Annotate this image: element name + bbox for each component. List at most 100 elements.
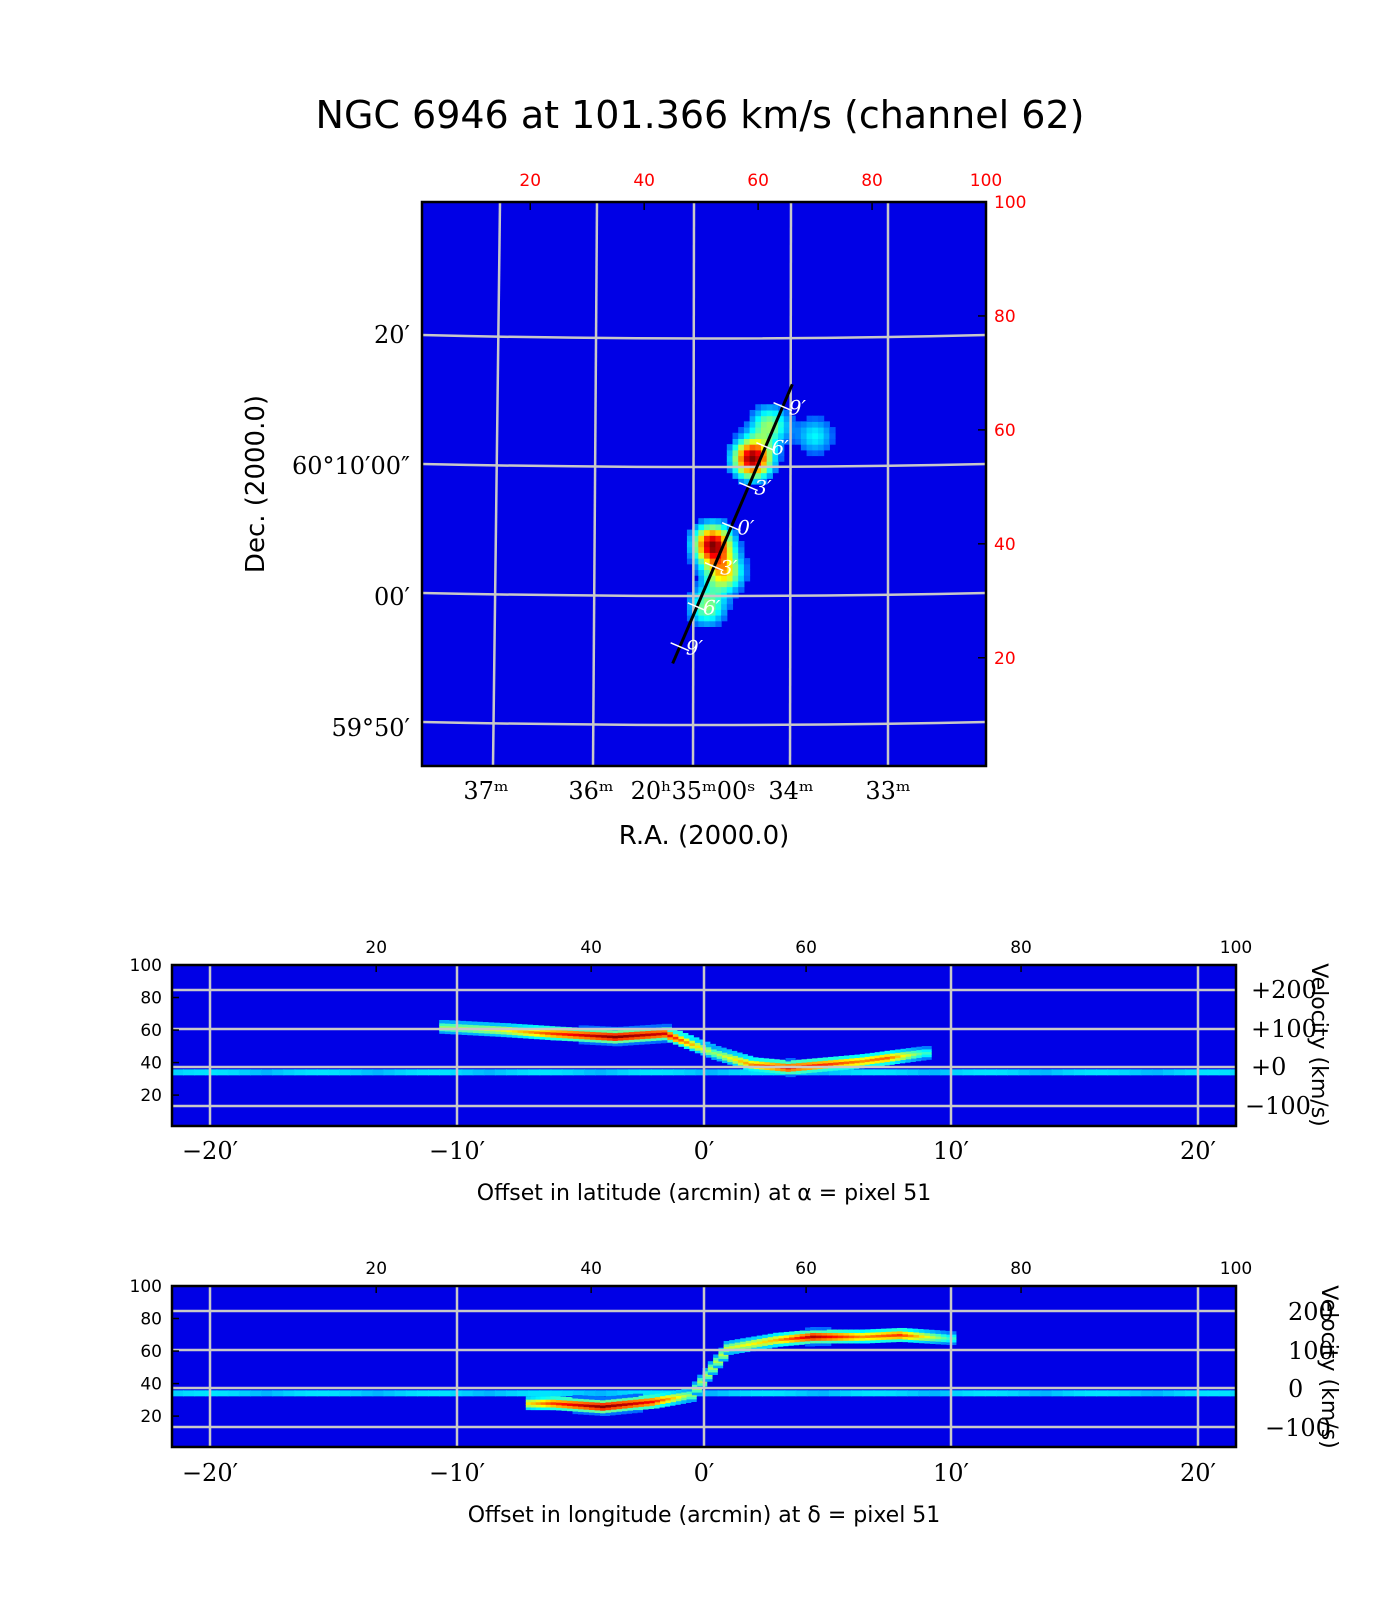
pv-ridge-cell [734,1346,745,1351]
heatmap-cell [743,438,751,445]
pv-ridge-cell [654,1404,665,1408]
pv-ridge-cell [600,1396,611,1401]
pv-ridge-cell [611,1406,622,1410]
pv-ridge-cell [654,1393,665,1398]
pv-ridge-cell [854,1059,865,1064]
pv-ridge-cell [627,1404,638,1409]
pv-ridge-cell [891,1338,902,1343]
pv-ridge-cell [801,1069,812,1074]
pv-ridge-cell [810,1342,821,1347]
pv-ridge-cell [799,1333,810,1337]
heatmap-cell [817,415,825,422]
pv-ridge-cell [721,1059,732,1064]
pv-ridge-cell [905,1058,916,1062]
pv-continuum-cell [439,1069,452,1076]
heatmap-cell [766,421,773,428]
pv-continuum-cell [929,1069,942,1076]
pv-ridge-cell [512,1029,523,1033]
pv-continuum-cell [817,1069,830,1076]
pv-ridge-cell [713,1359,724,1364]
heatmap-cell [686,535,694,542]
pv-ridge-cell [584,1033,595,1037]
pv-ridge-cell [889,1055,900,1059]
heatmap-cell [704,615,711,622]
pv-ridge-cell [794,1331,805,1335]
pv-ridge-cell [707,1366,718,1370]
pv-continuum-cell [828,1390,841,1397]
pv-ridge-cell [694,1049,705,1054]
pv-ridge-cell [713,1354,724,1358]
pv-ridge-cell [467,1024,478,1028]
heatmap-cell [732,432,739,439]
pv-ridge-cell [721,1051,732,1056]
pv-ridge-cell [456,1023,467,1027]
pv-ridge-cell [875,1334,886,1338]
pv-lon-velocity-tick-m100: −100 [1265,1414,1331,1442]
pv-ridge-cell [456,1020,467,1025]
pv-ridge-cell [616,1405,627,1410]
pv-ridge-cell [778,1340,789,1344]
pv-ridge-cell [495,1030,506,1035]
heatmap-cell [743,558,751,565]
pv-ridge-cell [672,1030,683,1035]
heatmap-cell [760,478,768,485]
pv-ridge-cell [859,1332,870,1336]
pv-continuum-cell [984,1390,997,1397]
pv-continuum-cell [539,1069,552,1076]
pv-continuum-cell [416,1069,429,1076]
heatmap-cell [738,558,745,565]
pv-ridge-cell [649,1399,660,1404]
pv-ridge-cell [612,1034,623,1039]
pv-ridge-cell [794,1341,805,1345]
pv-ridge-cell [686,1388,697,1392]
pv-ridge-cell [472,1029,483,1033]
pv-continuum-cell [639,1390,652,1397]
pv-ridge-cell [700,1046,711,1051]
pv-ridge-cell [821,1337,832,1341]
pv-ridge-cell [859,1329,870,1334]
heatmap-cell [806,438,813,445]
heatmap-cell [755,409,762,417]
pv-ridge-cell [670,1393,681,1397]
heatmap-cell [692,523,699,531]
pv-ridge-cell [859,1340,870,1344]
pv-ridge-cell [689,1042,700,1046]
pv-latitude-ticks: 20 40 60 80 100 20 40 60 80 100 [130,938,1253,1106]
pv-ridge-cell [583,1398,594,1402]
pv-ridge-cell [572,1402,583,1407]
pv-continuum-cell [227,1069,240,1076]
pv-continuum-cell [583,1069,596,1076]
pv-ridge-cell [616,1397,627,1402]
heatmap-cell [732,449,739,457]
heatmap-cell [795,432,802,439]
pv-ridge-cell [572,1395,583,1399]
heatmap-cell [715,580,722,588]
heatmap-cell [829,432,836,439]
pv-ridge-cell [578,1405,589,1410]
heatmap-cell [806,415,813,422]
pv-ridge-cell [645,1024,656,1029]
pv-lat-velocity-tick-m100: −100 [1245,1092,1311,1120]
pv-ridge-cell [799,1335,810,1340]
heatmap-cell [686,540,694,548]
pv-continuum-cell [261,1390,274,1397]
heatmap-cell [698,580,705,588]
pv-ridge-cell [799,1330,810,1334]
pv-ridge-cell [828,1062,839,1066]
pv-ridge-cell [753,1057,764,1062]
pv-ridge-cell [756,1340,767,1345]
heatmap-cell [738,563,745,571]
pv-ridge-cell [743,1058,754,1062]
pv-ridge-cell [854,1054,865,1059]
pv-ridge-cell [623,1031,634,1036]
pv-continuum-cell [561,1069,574,1076]
pv-ridge-cell [756,1335,767,1339]
pv-ridge-cell [528,1035,539,1039]
pv-ridge-cell [545,1028,556,1033]
pv-longitude-frame [170,1284,1238,1449]
pv-ridge-cell [681,1391,692,1396]
pv-ridge-cell [550,1396,561,1400]
pv-ridge-cell [865,1339,876,1344]
pv-ridge-cell [622,1394,633,1399]
pv-continuum-cell [1018,1390,1031,1397]
